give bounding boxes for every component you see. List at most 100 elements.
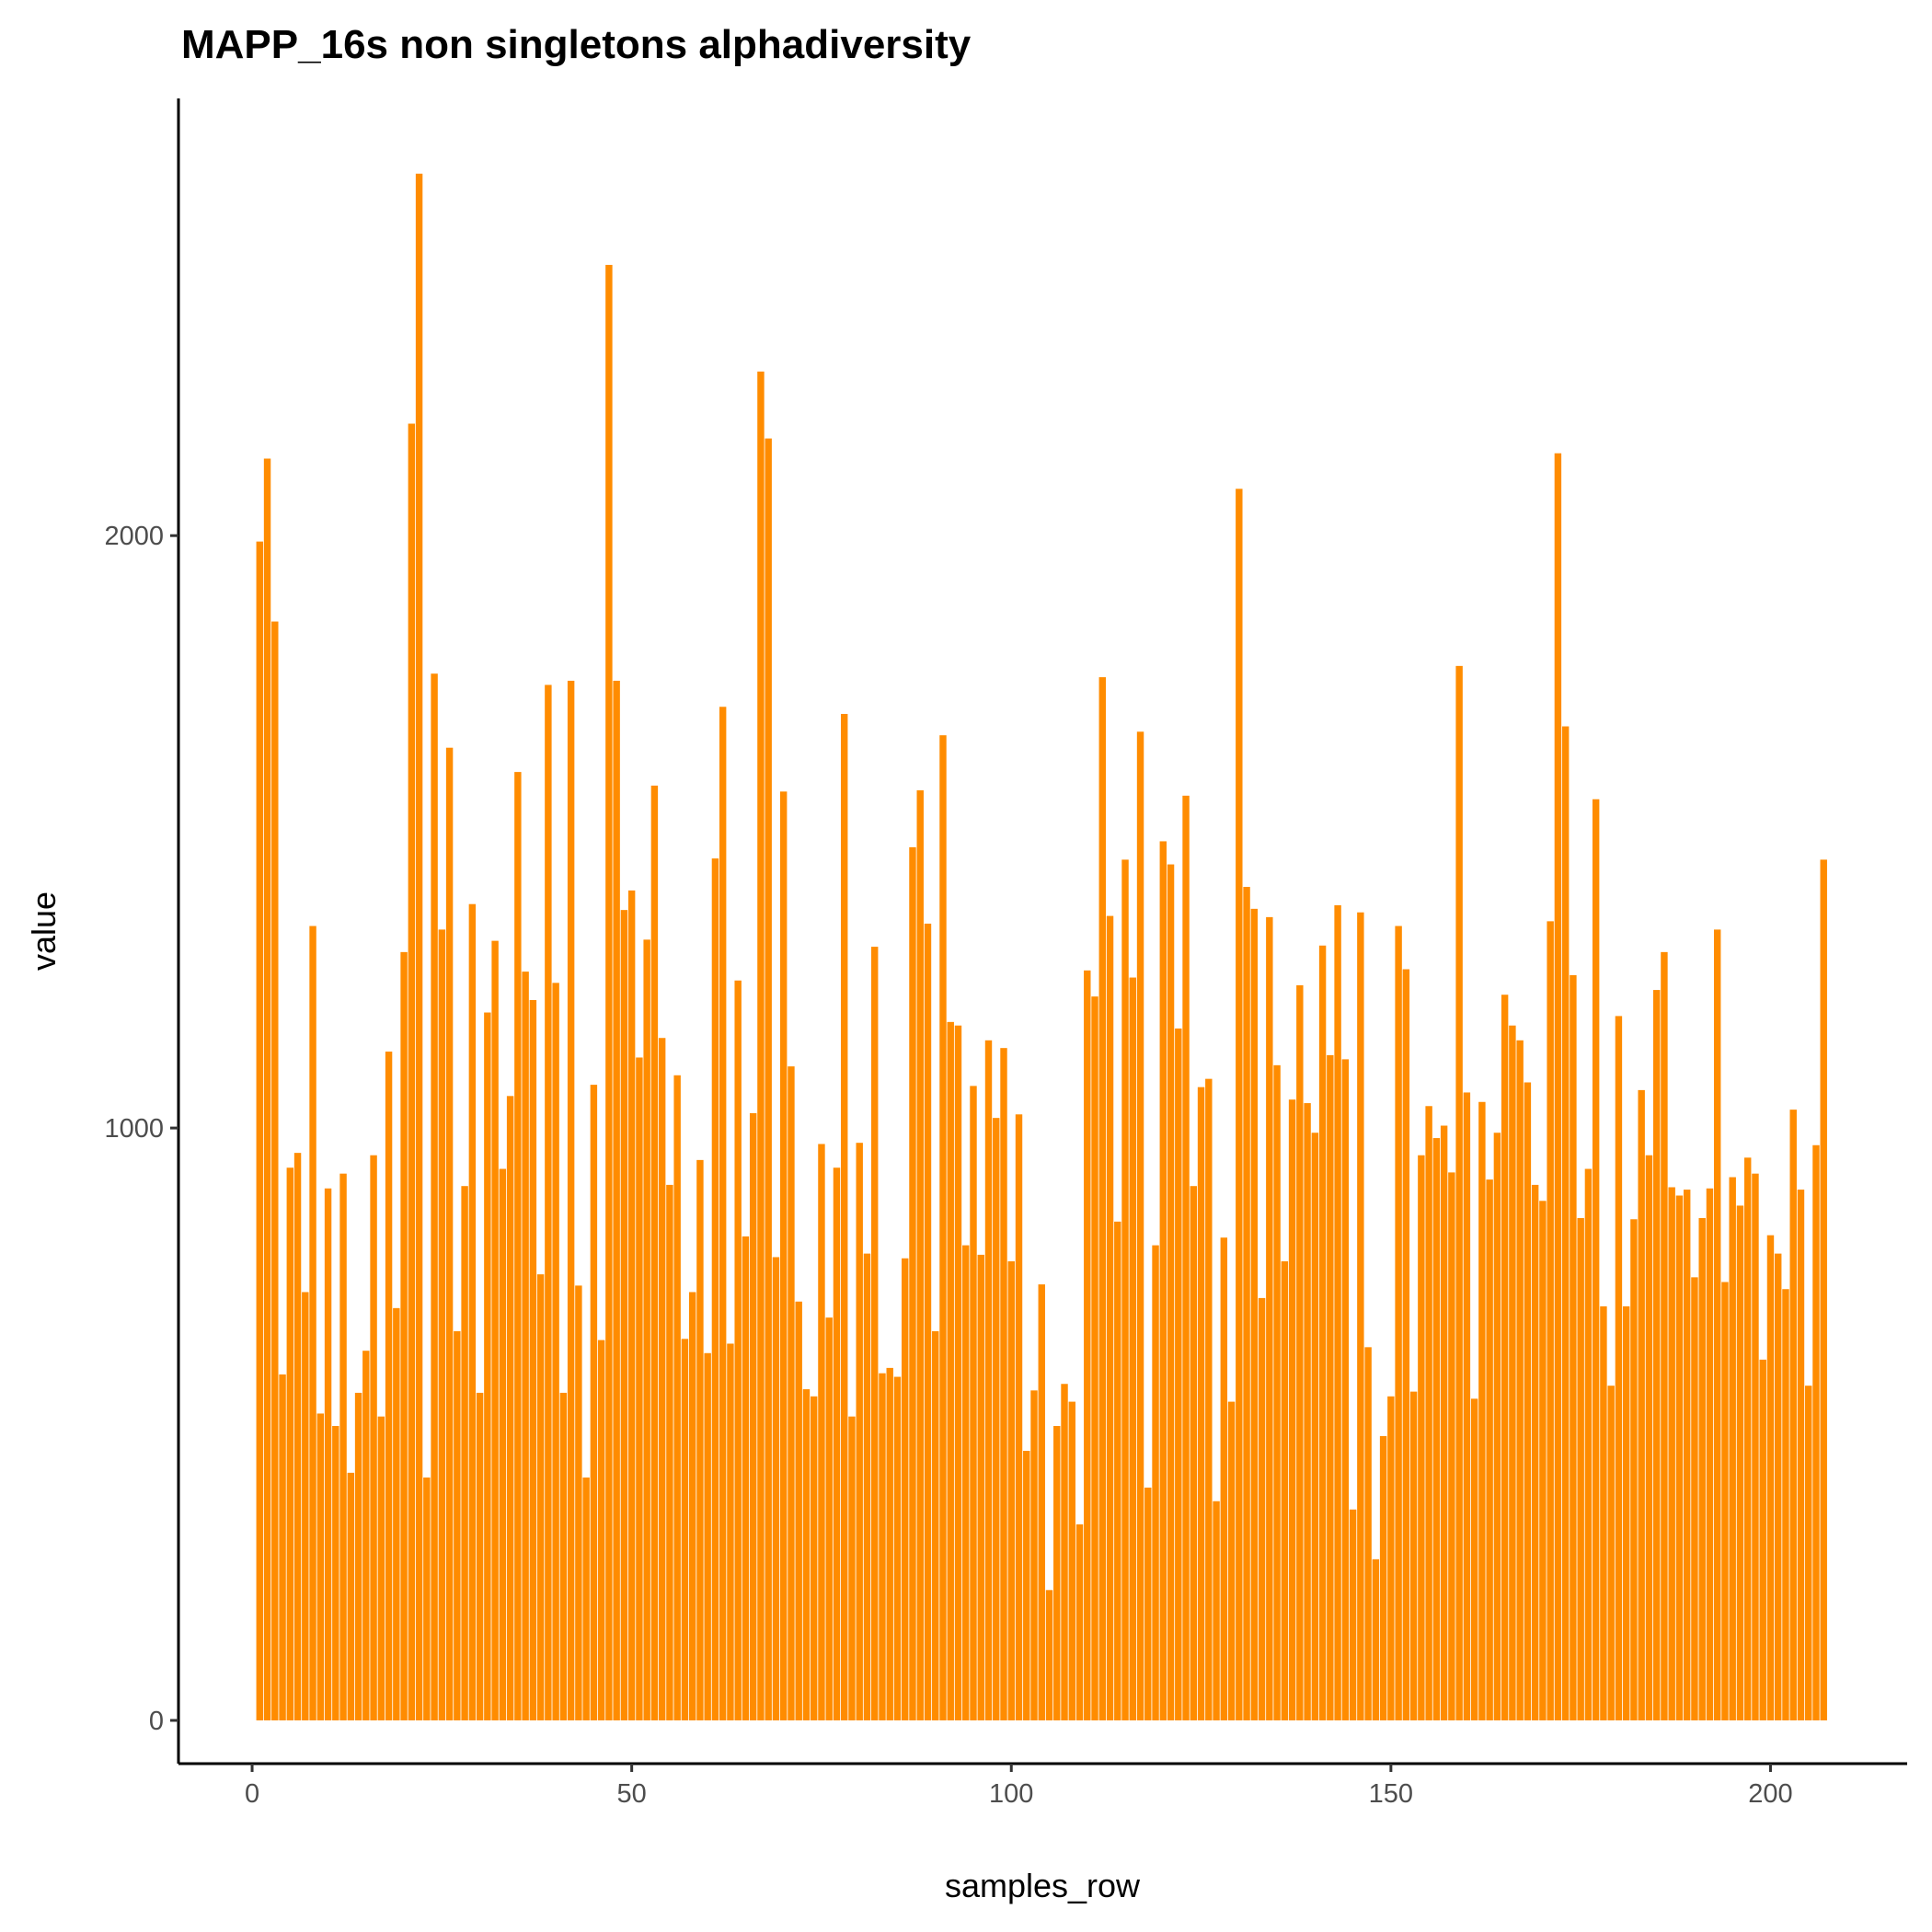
bar [1266,916,1273,1720]
bar [1661,951,1668,1720]
bar [916,790,924,1720]
bar [1759,1359,1766,1720]
bar [650,785,659,1720]
bar [385,1052,393,1720]
bar [749,1112,757,1720]
bar [1258,1297,1266,1720]
bar [438,929,446,1720]
x-tick-label: 200 [1748,1779,1792,1809]
bar [765,438,772,1720]
bar [1053,1425,1061,1720]
bar [1000,1048,1007,1720]
bar [1250,908,1259,1720]
bar [1379,1435,1387,1720]
bar [1645,1155,1653,1720]
bar [302,1292,309,1720]
x-tick-label: 0 [245,1779,259,1809]
bar [620,910,628,1720]
bar [1524,1082,1532,1720]
bar [1334,904,1341,1720]
bar [681,1339,689,1720]
bar [1372,1558,1380,1720]
bar [1652,990,1661,1720]
bar [423,1477,431,1720]
bar [1721,1282,1729,1720]
bar [879,1373,886,1720]
bar [1493,1133,1501,1720]
bar [271,621,279,1720]
bar [802,1389,811,1720]
bar [1516,1040,1524,1720]
bar [1205,1078,1213,1720]
bar [1023,1451,1030,1720]
bar [1030,1390,1038,1720]
bar [1220,1237,1228,1720]
bar [613,680,620,1720]
bar [1288,1099,1296,1720]
bar [932,1330,939,1720]
bar [1797,1190,1805,1720]
bar [286,1167,294,1720]
bar [324,1188,332,1720]
bar [1531,1184,1539,1720]
bar [491,940,499,1720]
bar [1281,1260,1289,1720]
bar [575,1285,582,1720]
bar [704,1352,711,1720]
bar [1448,1172,1455,1720]
bar [1190,1186,1198,1720]
bar [970,1086,977,1720]
bar [332,1425,339,1720]
bar [1136,731,1144,1720]
bar [454,1330,461,1720]
bar [263,458,271,1720]
bar [727,1343,734,1720]
bar [468,903,477,1720]
bar [1592,799,1600,1720]
bar [461,1186,468,1720]
bar [1638,1089,1645,1720]
x-tick-label: 150 [1369,1779,1413,1809]
bar [347,1472,355,1720]
bar [1152,1245,1159,1720]
bar [597,1340,605,1720]
bar [1327,1054,1334,1720]
bar [1167,864,1175,1720]
bar [590,1085,598,1720]
bar [522,972,529,1720]
bar [1501,995,1509,1720]
bar [902,1258,909,1720]
bar [370,1155,377,1720]
bar [279,1374,286,1720]
bar [795,1301,802,1720]
bar [1455,665,1463,1720]
bar [431,673,438,1720]
bar [1395,926,1402,1720]
bar [1182,795,1190,1720]
bar [1486,1179,1493,1720]
bar [1318,945,1327,1720]
bar [719,707,727,1720]
bar [1622,1305,1630,1720]
y-tick-label: 1000 [104,1114,164,1144]
bar [734,980,742,1720]
bar [977,1254,984,1720]
y-tick-label: 2000 [104,522,164,551]
bar [1554,453,1562,1720]
bar [954,1025,962,1720]
bar [1713,929,1721,1720]
bar [1084,970,1091,1720]
bar [393,1307,400,1720]
bar [1409,1391,1418,1720]
bar [1106,915,1114,1720]
bar [1812,1144,1820,1720]
bar [788,1066,795,1720]
bar [415,173,423,1720]
bar [545,684,552,1720]
bar [1675,1195,1684,1720]
bar [567,680,575,1720]
bar [1440,1125,1448,1720]
bar [1820,859,1827,1720]
